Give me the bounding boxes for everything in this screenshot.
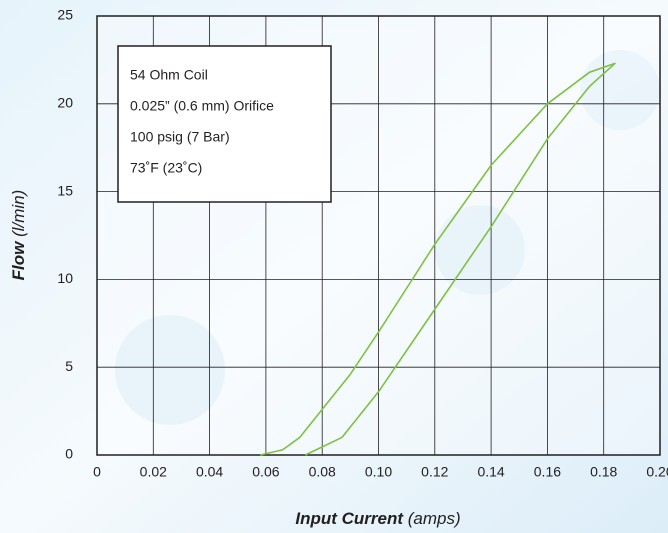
x-tick-label: 0.14 — [477, 464, 504, 480]
y-tick-label: 0 — [65, 446, 73, 462]
x-axis-title-main: Input Current — [295, 509, 404, 528]
y-tick-label: 5 — [65, 358, 73, 374]
plot-area — [96, 15, 661, 456]
x-axis-unit: (amps) — [408, 509, 461, 528]
x-tick-label: 0.12 — [421, 464, 448, 480]
y-tick-label: 20 — [57, 95, 73, 111]
x-axis-title: Input Current (amps) — [295, 509, 460, 528]
y-axis-unit: (l/min) — [9, 190, 28, 237]
x-tick-label: 0.06 — [252, 464, 279, 480]
x-tick-label: 0 — [93, 464, 101, 480]
x-tick-label: 0.16 — [534, 464, 561, 480]
x-tick-label: 0.20 — [646, 464, 668, 480]
annotation-box — [117, 45, 332, 203]
y-tick-label: 15 — [57, 182, 73, 198]
x-tick-label: 0.02 — [140, 464, 167, 480]
y-axis-title-main: Flow — [9, 240, 28, 280]
annotation-line: 73˚F (23˚C) — [130, 160, 202, 176]
y-tick-label: 10 — [57, 270, 73, 286]
x-tick-label: 0.10 — [365, 464, 392, 480]
y-tick-label: 25 — [57, 7, 73, 23]
decoration — [435, 205, 525, 295]
annotation-line: 100 psig (7 Bar) — [130, 129, 230, 145]
decoration — [580, 50, 660, 130]
decoration — [115, 315, 225, 425]
plot-frame — [96, 15, 661, 456]
annotation-line: 0.025” (0.6 mm) Orifice — [130, 98, 274, 114]
x-tick-label: 0.04 — [196, 464, 223, 480]
flow-curve — [260, 62, 616, 456]
x-tick-label: 0.08 — [309, 464, 336, 480]
annotation-line: 54 Ohm Coil — [130, 67, 208, 83]
y-axis-title: Flow (l/min) — [9, 190, 28, 281]
x-tick-label: 0.18 — [590, 464, 617, 480]
